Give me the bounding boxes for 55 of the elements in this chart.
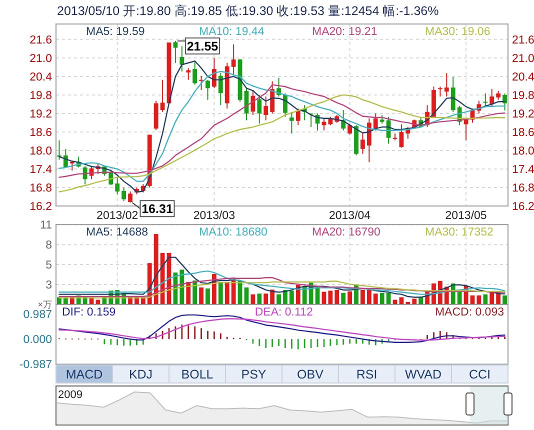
text: MA10: 19.44 [199, 26, 265, 38]
category-label: PSY [241, 368, 267, 382]
y-tick-label: 19.2 [30, 108, 52, 120]
y2-tick-label: 16.2 [512, 201, 534, 213]
text: MA10: 18680 [199, 226, 268, 239]
text: MA5: 14688 [86, 226, 148, 239]
y-tick-label: 0.987 [23, 308, 52, 321]
y-tick-label: 21.0 [30, 52, 52, 65]
text: MA30: 17352 [425, 226, 494, 239]
y-tick-label: 21.6 [30, 34, 52, 46]
x-tick-label: 2013/02 [96, 210, 138, 222]
series-label: MACD: 0.093 [434, 306, 504, 318]
y2-tick-label: 21.6 [512, 34, 534, 46]
y2-tick-label: 19.2 [512, 108, 534, 120]
y-tick-label: 20.4 [30, 71, 53, 84]
chart-title: 2013/05/10 开:19.80 高:19.85 低:19.30 收:19.53 量:12454 幅:-1.36% [57, 3, 439, 18]
x-tick-label: 2013/04 [329, 210, 372, 222]
y2-tick-label: 18.0 [512, 145, 534, 158]
category-label: WVAD [404, 368, 442, 382]
text: MA20: 19.21 [312, 26, 378, 38]
y-tick-label: 16.8 [30, 182, 52, 194]
x-tick-label: 2013/05 [445, 210, 487, 222]
y2-tick-label: 19.8 [512, 90, 534, 102]
y2-tick-label: 20.4 [512, 71, 534, 84]
annotation: 16.31 [142, 202, 173, 216]
y-tick-label: 3 [46, 280, 52, 292]
y-tick-label: 11 [40, 220, 52, 232]
annotation: 21.55 [186, 39, 218, 54]
y2-tick-label: 16.8 [512, 182, 534, 194]
series-label: DEA: 0.112 [254, 306, 313, 318]
y-tick-label: -0.987 [19, 359, 52, 372]
category-label: BOLL [181, 368, 214, 382]
y-tick-label: 8 [46, 240, 52, 252]
category-label: CCI [468, 368, 491, 382]
text: MA20: 16790 [312, 226, 380, 239]
y2-tick-label: 21.0 [512, 52, 534, 65]
y-tick-label: 5 [46, 260, 52, 272]
category-label: MACD [66, 368, 103, 382]
text: MA5: 19.59 [86, 26, 145, 38]
annotation: 2009 [58, 389, 82, 401]
category-label: OBV [297, 368, 324, 382]
y2-tick-label: 18.6 [512, 126, 534, 139]
x-tick-label: 2013/03 [193, 210, 235, 222]
category-label: RSI [356, 368, 378, 382]
y-tick-label: 0.000 [23, 334, 52, 346]
y-tick-label: 18.6 [30, 126, 52, 139]
y-tick-label: 19.8 [30, 90, 52, 102]
y-tick-label: 16.2 [30, 201, 52, 213]
y2-tick-label: 17.4 [512, 164, 534, 176]
text: MA30: 19.06 [425, 26, 490, 38]
y-axis-title: ×万 [38, 300, 52, 310]
y-tick-label: 18.0 [30, 145, 52, 158]
y-tick-label: 17.4 [30, 164, 53, 176]
series-label: DIF: 0.159 [62, 306, 116, 318]
category-label: KDJ [128, 368, 153, 382]
